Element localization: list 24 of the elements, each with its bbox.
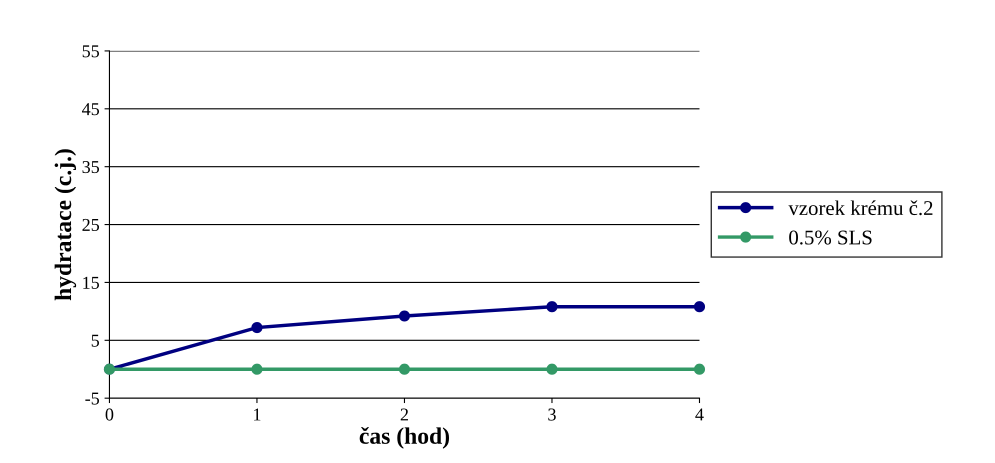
point (251, 322, 263, 334)
y-tick-label: -5 (85, 392, 100, 405)
point (694, 364, 706, 375)
x-tick-label: 3 (548, 408, 556, 421)
point (398, 310, 410, 322)
point (251, 364, 263, 375)
y-tick-label: 45 (82, 103, 100, 116)
x-axis-title: čas (hod) (360, 427, 450, 449)
legend-label: 0.5% SLS (789, 230, 872, 245)
point (546, 301, 558, 312)
point (398, 364, 410, 375)
y-tick-label: 5 (92, 334, 100, 347)
x-tick-label: 1 (254, 408, 260, 420)
point (694, 301, 706, 312)
y-tick-label: 55 (82, 45, 100, 58)
y-axis-title: hydratace (c.j.) (54, 149, 76, 300)
legend-label: vzorek krému č.2 (788, 200, 932, 216)
point (546, 364, 558, 375)
y-tick-label: 35 (82, 160, 100, 174)
y-tick-label: 15 (83, 276, 100, 289)
y-tick-label: 25 (82, 218, 100, 231)
x-tick-label: 2 (400, 408, 408, 420)
x-tick-label: 4 (695, 408, 704, 420)
x-tick-label: 0 (106, 408, 114, 421)
